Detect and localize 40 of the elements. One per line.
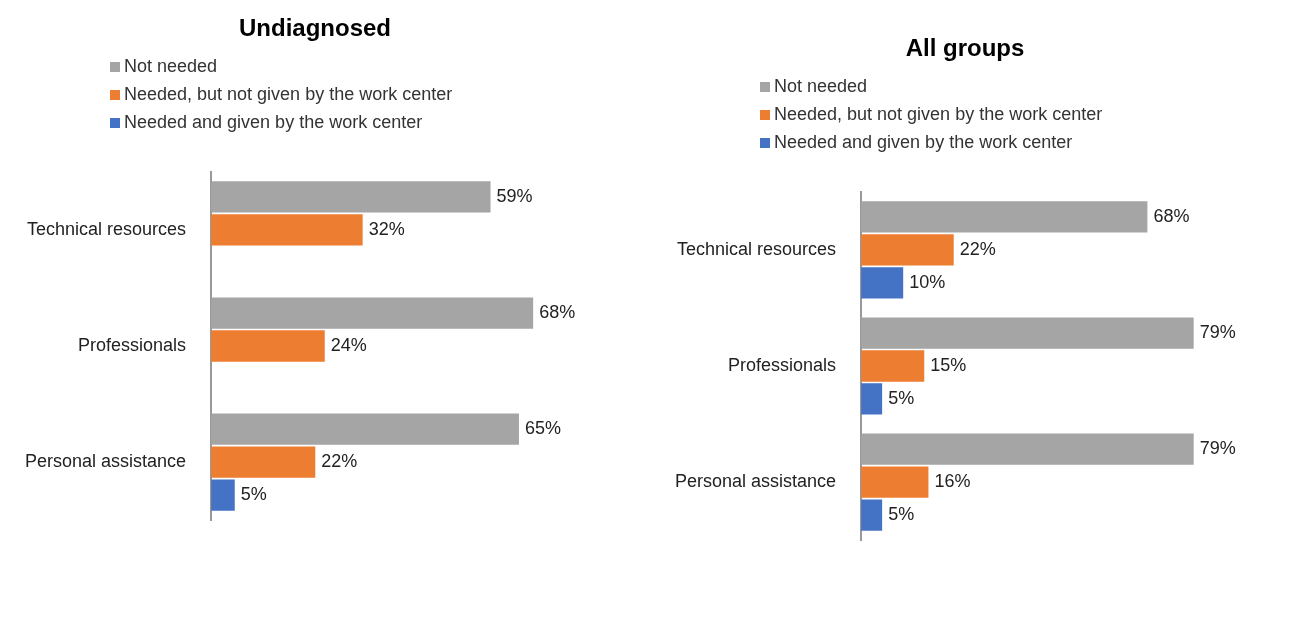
data-label: 10% [909,271,946,292]
bar [211,446,316,478]
y-tick-label: Personal assistance [24,451,187,472]
bar [861,234,954,266]
bar [211,330,325,362]
data-label: 22% [321,451,358,472]
data-label: 5% [240,484,267,505]
data-label: 15% [930,354,967,375]
bar [211,214,363,246]
y-tick-label: Technical resources [27,218,187,239]
y-tick-label: Personal assistance [674,471,837,492]
data-label: 79% [1199,438,1236,459]
data-label: 32% [368,218,405,239]
legend-label: Needed, but not given by the work center [773,103,1104,126]
data-label: 68% [1153,205,1190,226]
data-label: 24% [330,334,367,355]
chart-title: Undiagnosed [238,14,392,43]
data-label: 79% [1199,322,1236,343]
y-tick-label: Professionals [78,334,187,355]
data-label: 68% [539,302,576,323]
y-tick-label: Technical resources [677,238,837,259]
data-label: 16% [934,471,971,492]
bar [861,383,883,415]
legend-label: Needed and given by the work center [123,111,424,134]
chart-title: All groups [904,34,1026,63]
bar [861,466,929,498]
data-label: 5% [888,387,915,408]
bar [861,499,883,531]
data-label: 65% [524,418,561,439]
legend-label: Needed and given by the work center [773,131,1074,154]
data-label: 5% [888,504,915,525]
bar [211,479,235,511]
data-label: 22% [959,238,996,259]
legend-label: Not needed [123,55,219,78]
bar [861,267,904,299]
legend-label: Needed, but not given by the work center [123,83,454,106]
legend-label: Not needed [773,75,869,98]
bar [861,350,925,382]
data-label: 59% [496,185,533,206]
y-tick-label: Professionals [728,354,837,375]
